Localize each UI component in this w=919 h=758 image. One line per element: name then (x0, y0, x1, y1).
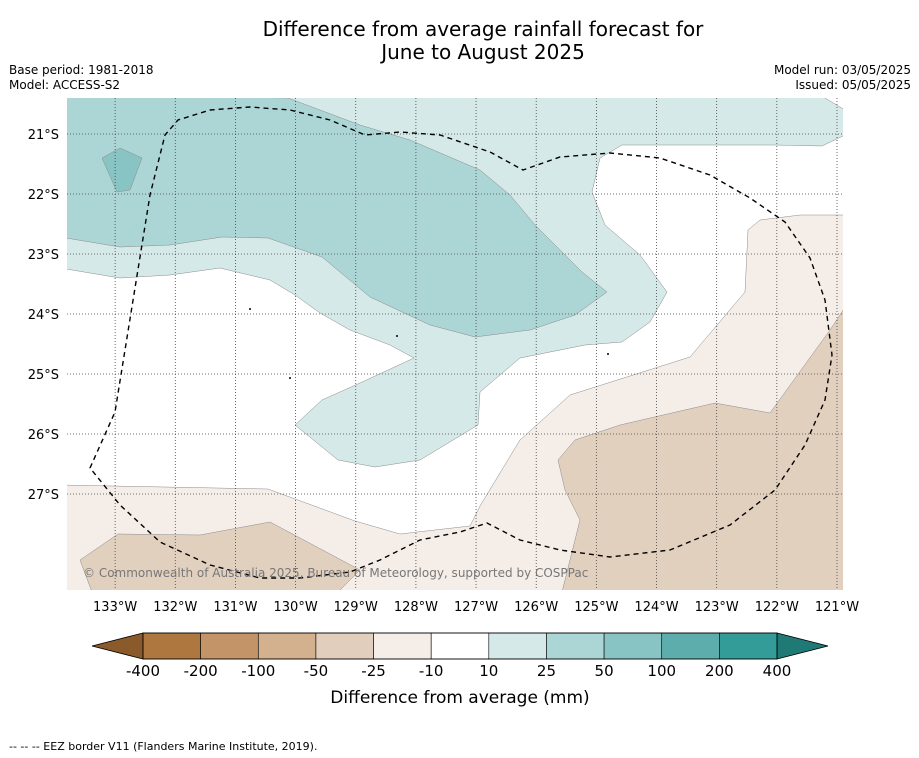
lon-tick-label: 128°W (394, 600, 438, 615)
colorbar-segment (200, 632, 259, 660)
meta-left: Base period: 1981-2018 Model: ACCESS-S2 (9, 63, 154, 93)
colorbar-segment (142, 632, 201, 660)
lon-tick-label: 133°W (93, 600, 137, 615)
lon-tick-label: 123°W (695, 600, 739, 615)
colorbar-label: 10 (479, 662, 498, 680)
title-line-1: Difference from average rainfall forecas… (262, 17, 704, 41)
gridlines (67, 98, 843, 590)
base-period-label: Base period: 1981-2018 (9, 63, 154, 77)
eez-border (89, 106, 833, 579)
lat-tick-label: 27°S (28, 488, 59, 503)
colorbar-segment (315, 632, 374, 660)
colorbar-label: 50 (595, 662, 614, 680)
island-marker (396, 335, 398, 337)
colorbar: -400 -200 -100 -50 -25 -10 10 25 50 100 200 400 Diff… (91, 632, 829, 708)
colorbar-segment (546, 632, 605, 660)
lon-tick-label: 121°W (815, 600, 859, 615)
dry-25-region (557, 310, 843, 590)
island-marker (249, 308, 251, 310)
lon-tick-label: 124°W (634, 600, 678, 615)
colorbar-label: -400 (126, 662, 160, 680)
lat-tick-label: 23°S (28, 248, 59, 263)
colorbar-label: -100 (241, 662, 275, 680)
island-marker (289, 377, 291, 379)
eez-footnote: -- -- -- EEZ border V11 (Flanders Marine… (9, 740, 318, 753)
lat-tick-label: 26°S (28, 428, 59, 443)
colorbar-high-extension (776, 632, 829, 660)
lon-tick-label: 125°W (574, 600, 618, 615)
colorbar-segment (719, 632, 778, 660)
lon-tick-label: 131°W (213, 600, 257, 615)
lat-tick-label: 21°S (28, 128, 59, 143)
lat-tick-label: 25°S (28, 368, 59, 383)
lon-tick-label: 130°W (274, 600, 318, 615)
colorbar-label: 100 (647, 662, 676, 680)
map-panel: © Commonwealth of Australia 2025, Bureau… (28, 98, 859, 615)
lon-tick-label: 122°W (755, 600, 799, 615)
colorbar-label: 200 (705, 662, 734, 680)
lon-tick-label: 126°W (514, 600, 558, 615)
colorbar-segment (430, 632, 490, 660)
meta-right: Model run: 03/05/2025 Issued: 05/05/2025 (774, 63, 911, 93)
colorbar-title: Difference from average (mm) (330, 688, 589, 708)
colorbar-label: -25 (361, 662, 386, 680)
colorbar-label: -50 (304, 662, 329, 680)
wet-50-patch (101, 147, 143, 193)
colorbar-segment (488, 632, 547, 660)
lon-tick-label: 129°W (334, 600, 378, 615)
island-marker (607, 353, 609, 355)
colorbar-low-extension (91, 632, 144, 660)
copyright-text: © Commonwealth of Australia 2025, Bureau… (83, 566, 588, 580)
lon-tick-label: 127°W (454, 600, 498, 615)
wet-25-region (67, 98, 608, 338)
colorbar-label: 25 (537, 662, 556, 680)
lat-tick-label: 22°S (28, 188, 59, 203)
colorbar-label: -200 (184, 662, 218, 680)
colorbar-segment (603, 632, 663, 660)
model-label: Model: ACCESS-S2 (9, 78, 121, 92)
lat-tick-label: 24°S (28, 308, 59, 323)
colorbar-label: -10 (419, 662, 444, 680)
issued-label: Issued: 05/05/2025 (795, 78, 911, 92)
model-run-label: Model run: 03/05/2025 (773, 63, 911, 77)
colorbar-segment (373, 632, 432, 660)
dry-25-southwest-region (79, 521, 361, 590)
title-line-2: June to August 2025 (381, 40, 585, 64)
colorbar-segment (661, 632, 720, 660)
lon-tick-label: 132°W (153, 600, 197, 615)
colorbar-label: 400 (763, 662, 792, 680)
colorbar-segment (257, 632, 317, 660)
page-title: Difference from average rainfall forecas… (0, 18, 919, 64)
